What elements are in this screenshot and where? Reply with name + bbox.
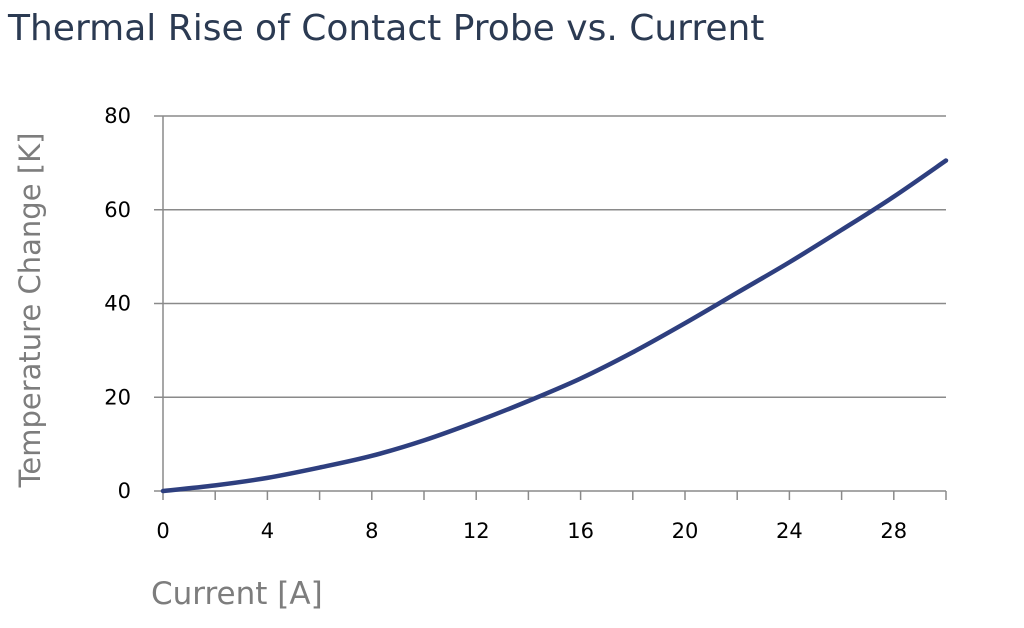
- x-tick-label-8: 8: [365, 519, 378, 543]
- y-tick-label-40: 40: [104, 292, 131, 316]
- series-layer: [160, 158, 949, 494]
- y-tick-label-20: 20: [104, 385, 131, 409]
- x-tick-label-16: 16: [567, 519, 594, 543]
- chart-title: Thermal Rise of Contact Probe vs. Curren…: [8, 8, 765, 49]
- x-tick-label-28: 28: [880, 519, 907, 543]
- x-tick-label-4: 4: [261, 519, 274, 543]
- y-tick-label-0: 0: [118, 479, 131, 503]
- x-tick-label-12: 12: [463, 519, 490, 543]
- x-tick-labels: 0 4 8 12 16 20 24 28: [156, 519, 907, 543]
- y-tick-labels: 0 20 40 60 80: [104, 104, 131, 503]
- y-tick-label-60: 60: [104, 198, 131, 222]
- x-axis-title: Current [A]: [151, 576, 323, 612]
- gridlines: [163, 115, 946, 398]
- x-tick-label-24: 24: [776, 519, 803, 543]
- x-tick-label-20: 20: [672, 519, 699, 543]
- y-tick-label-80: 80: [104, 104, 131, 128]
- x-tick-label-0: 0: [156, 519, 169, 543]
- series-line-0: [160, 158, 949, 494]
- tick-marks: [154, 115, 947, 500]
